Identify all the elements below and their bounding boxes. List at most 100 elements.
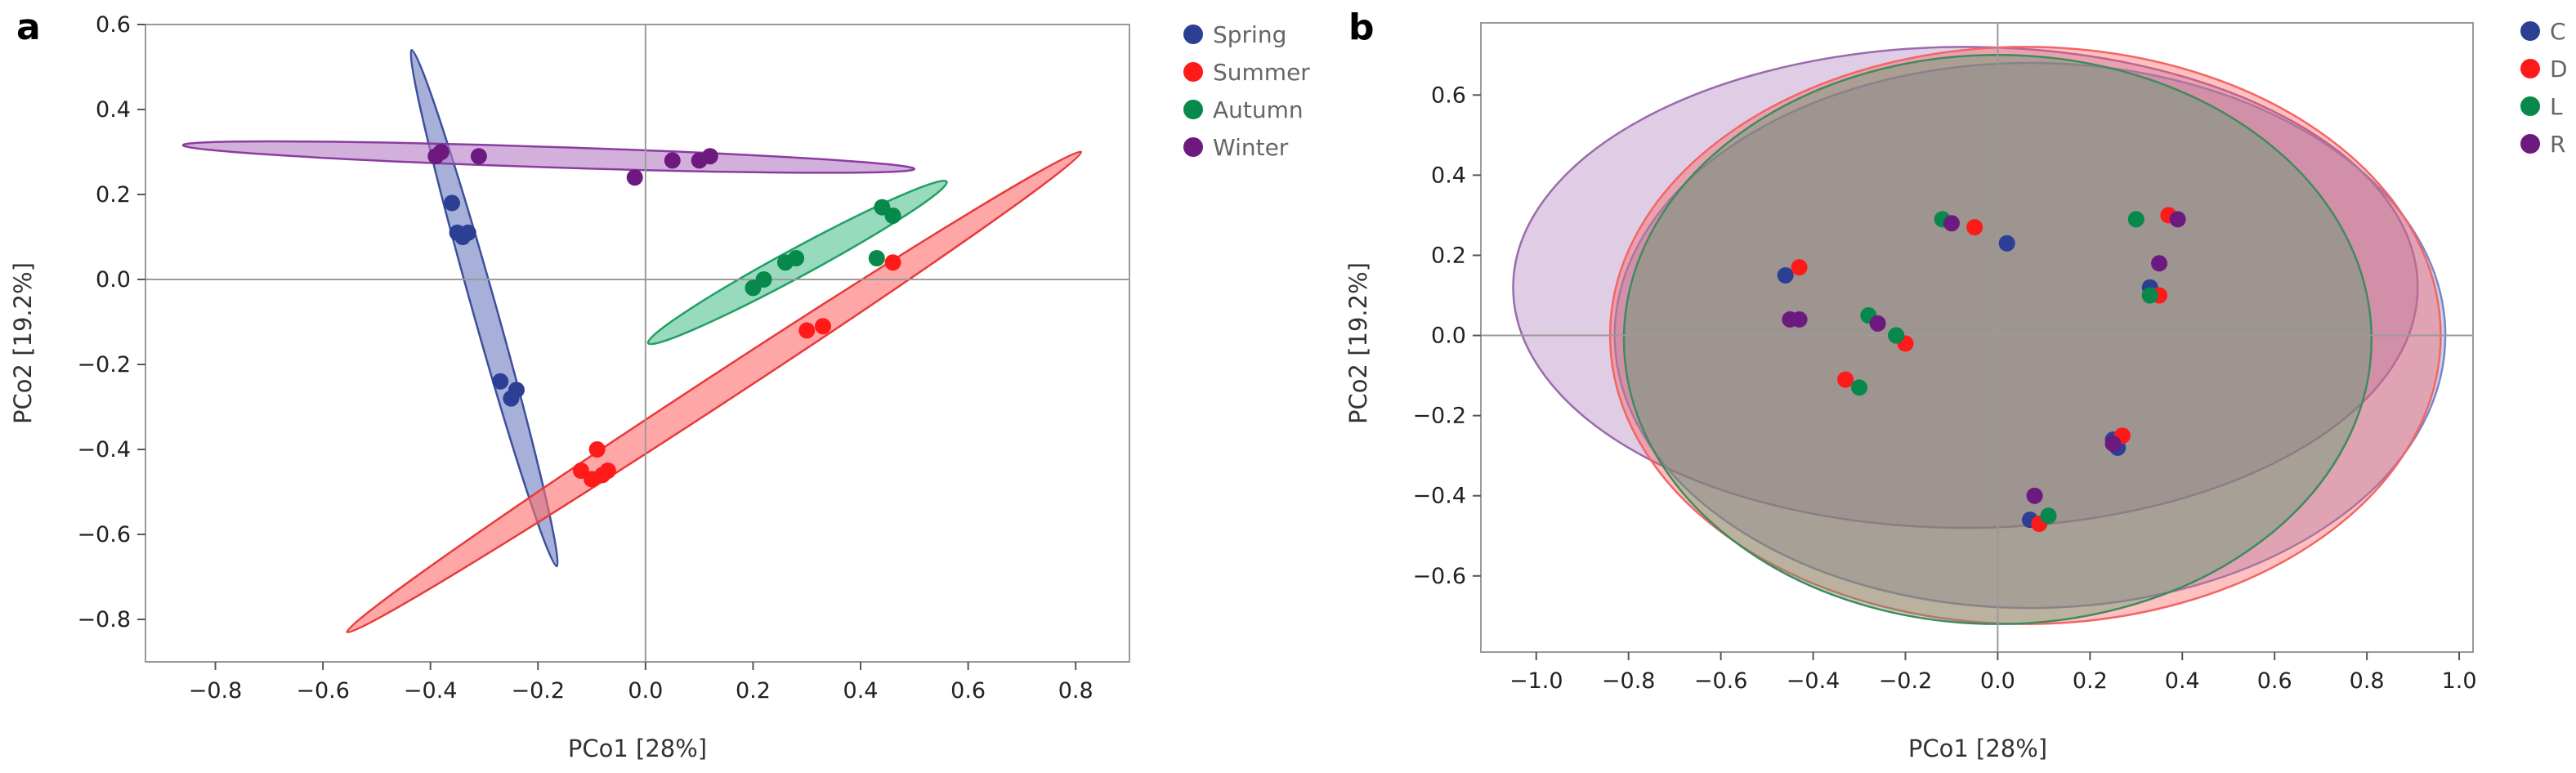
y-tick-label: −0.2 [77,352,131,378]
point-spring-4 [492,373,509,390]
point-autumn-1 [755,271,772,288]
x-axis-title-a: PCo1 [28%] [568,735,707,762]
legend-marker-d [2520,59,2540,78]
point-spring-0 [444,194,461,212]
x-tick-label: 0.8 [1058,678,1093,704]
legend-marker-c [2520,21,2540,41]
point-c-1 [1998,235,2015,252]
legend-marker-l [2520,96,2540,116]
y-ticks-b: 0.6 0.4 0.2 0.0 −0.2 −0.4 −0.6 [1412,83,1481,589]
ellipse-r [1512,46,2419,529]
legend-label-d: D [2550,56,2568,83]
y-tick-label: 0.0 [1431,324,1466,349]
point-d-1 [1966,219,1983,236]
x-tick-label: −1.0 [1509,668,1563,694]
legend-item-spring: Spring [1183,21,1286,48]
x-tick-label: 0.4 [2165,668,2200,694]
x-tick-label: −0.2 [512,678,566,704]
point-winter-6 [701,148,718,165]
x-ticks-b: −1.0 −0.8 −0.6 −0.4 −0.2 0.0 0.2 0.4 0.6 0.8 1.0 [1509,652,2477,694]
point-winter-1 [432,144,449,160]
x-tick-label: −0.8 [189,678,243,704]
legend-marker-autumn [1183,100,1203,119]
ellipse-winter [181,140,916,174]
x-tick-label: 1.0 [2442,668,2477,694]
point-summer-5 [798,322,816,339]
y-tick-label: −0.4 [1412,484,1466,509]
y-tick-label: −0.6 [1412,564,1466,589]
y-tick-label: 0.6 [96,12,131,38]
x-tick-label: 0.6 [2257,668,2292,694]
legend-label-summer: Summer [1213,59,1310,86]
ellipse-spring [409,48,559,568]
legend-marker-summer [1183,62,1203,82]
legend-marker-spring [1183,25,1203,44]
point-c-0 [1777,266,1794,284]
y-tick-label: 0.6 [1431,83,1466,108]
point-winter-4 [664,152,681,169]
x-tick-label: 0.0 [1980,668,2015,694]
x-tick-label: 0.8 [2350,668,2385,694]
point-summer-4 [599,462,616,479]
legend-label-autumn: Autumn [1213,96,1304,123]
y-tick-label: −0.4 [77,437,131,462]
point-r-5 [1869,315,1886,332]
point-winter-2 [470,148,487,165]
point-l-2 [2141,287,2158,304]
legend-item-l: L [2520,93,2563,120]
legend-marker-r [2520,134,2540,154]
y-tick-label: 0.2 [96,182,131,208]
point-d-0 [1791,259,1808,276]
legend-item-summer: Summer [1183,59,1310,86]
legend-label-r: R [2550,131,2565,158]
point-r-7 [2026,487,2043,504]
x-tick-label: 0.2 [2073,668,2108,694]
legend-item-autumn: Autumn [1183,96,1304,123]
point-l-5 [1851,379,1868,396]
legend-item-c: C [2520,18,2566,45]
reference-lines-a [145,25,1129,662]
y-tick-label: −0.8 [77,607,131,632]
point-spring-3 [459,224,476,241]
point-autumn-6 [884,208,901,224]
y-tick-label: −0.2 [1412,404,1466,429]
point-summer-7 [884,254,901,271]
x-tick-label: −0.4 [404,678,458,704]
point-l-6 [2040,507,2057,525]
legend-a: Spring Summer Autumn Winter [1183,21,1310,161]
point-winter-3 [626,169,643,186]
y-tick-label: 0.4 [1431,163,1466,188]
legend-label-spring: Spring [1213,21,1286,48]
x-tick-label: −0.6 [1694,668,1748,694]
point-d-5 [1837,371,1854,388]
y-tick-label: −0.6 [77,522,131,547]
point-summer-6 [814,318,831,335]
panel-b: b −1.0 −0.8 −0.6 −0.4 −0.2 0.0 0.2 0.4 0.6 0.8 1.0… [1344,7,2568,762]
legend-label-c: C [2550,18,2566,45]
x-tick-label: 0.4 [843,678,879,704]
x-ticks-a: −0.8 −0.6 −0.4 −0.2 0.0 0.2 0.4 0.6 0.8 [189,662,1093,704]
points-a [427,144,901,488]
point-r-0 [1943,215,1960,232]
y-tick-label: 0.0 [96,267,131,293]
panel-a: a −0.8 −0.6 −0.4 −0.2 0.0 0.2 0.4 0.6 0.8 0.6 0.4… [9,7,1310,762]
x-tick-label: 0.2 [736,678,771,704]
plot-area-a [145,24,1130,663]
y-tick-label: 0.4 [96,97,131,123]
legend-item-winter: Winter [1183,134,1289,161]
y-axis-title-a: PCo2 [19.2%] [9,262,37,424]
x-tick-label: −0.2 [1879,668,1933,694]
point-summer-2 [588,441,606,458]
legend-item-r: R [2520,131,2565,158]
points-b [1777,207,2186,533]
y-axis-title-b: PCo2 [19.2%] [1344,262,1372,424]
point-l-1 [2127,211,2144,228]
legend-item-d: D [2520,56,2568,83]
legend-label-winter: Winter [1213,134,1289,161]
point-r-1 [2169,211,2186,228]
point-autumn-3 [788,250,805,266]
point-spring-6 [508,382,525,399]
panel-letter-b: b [1348,7,1375,48]
